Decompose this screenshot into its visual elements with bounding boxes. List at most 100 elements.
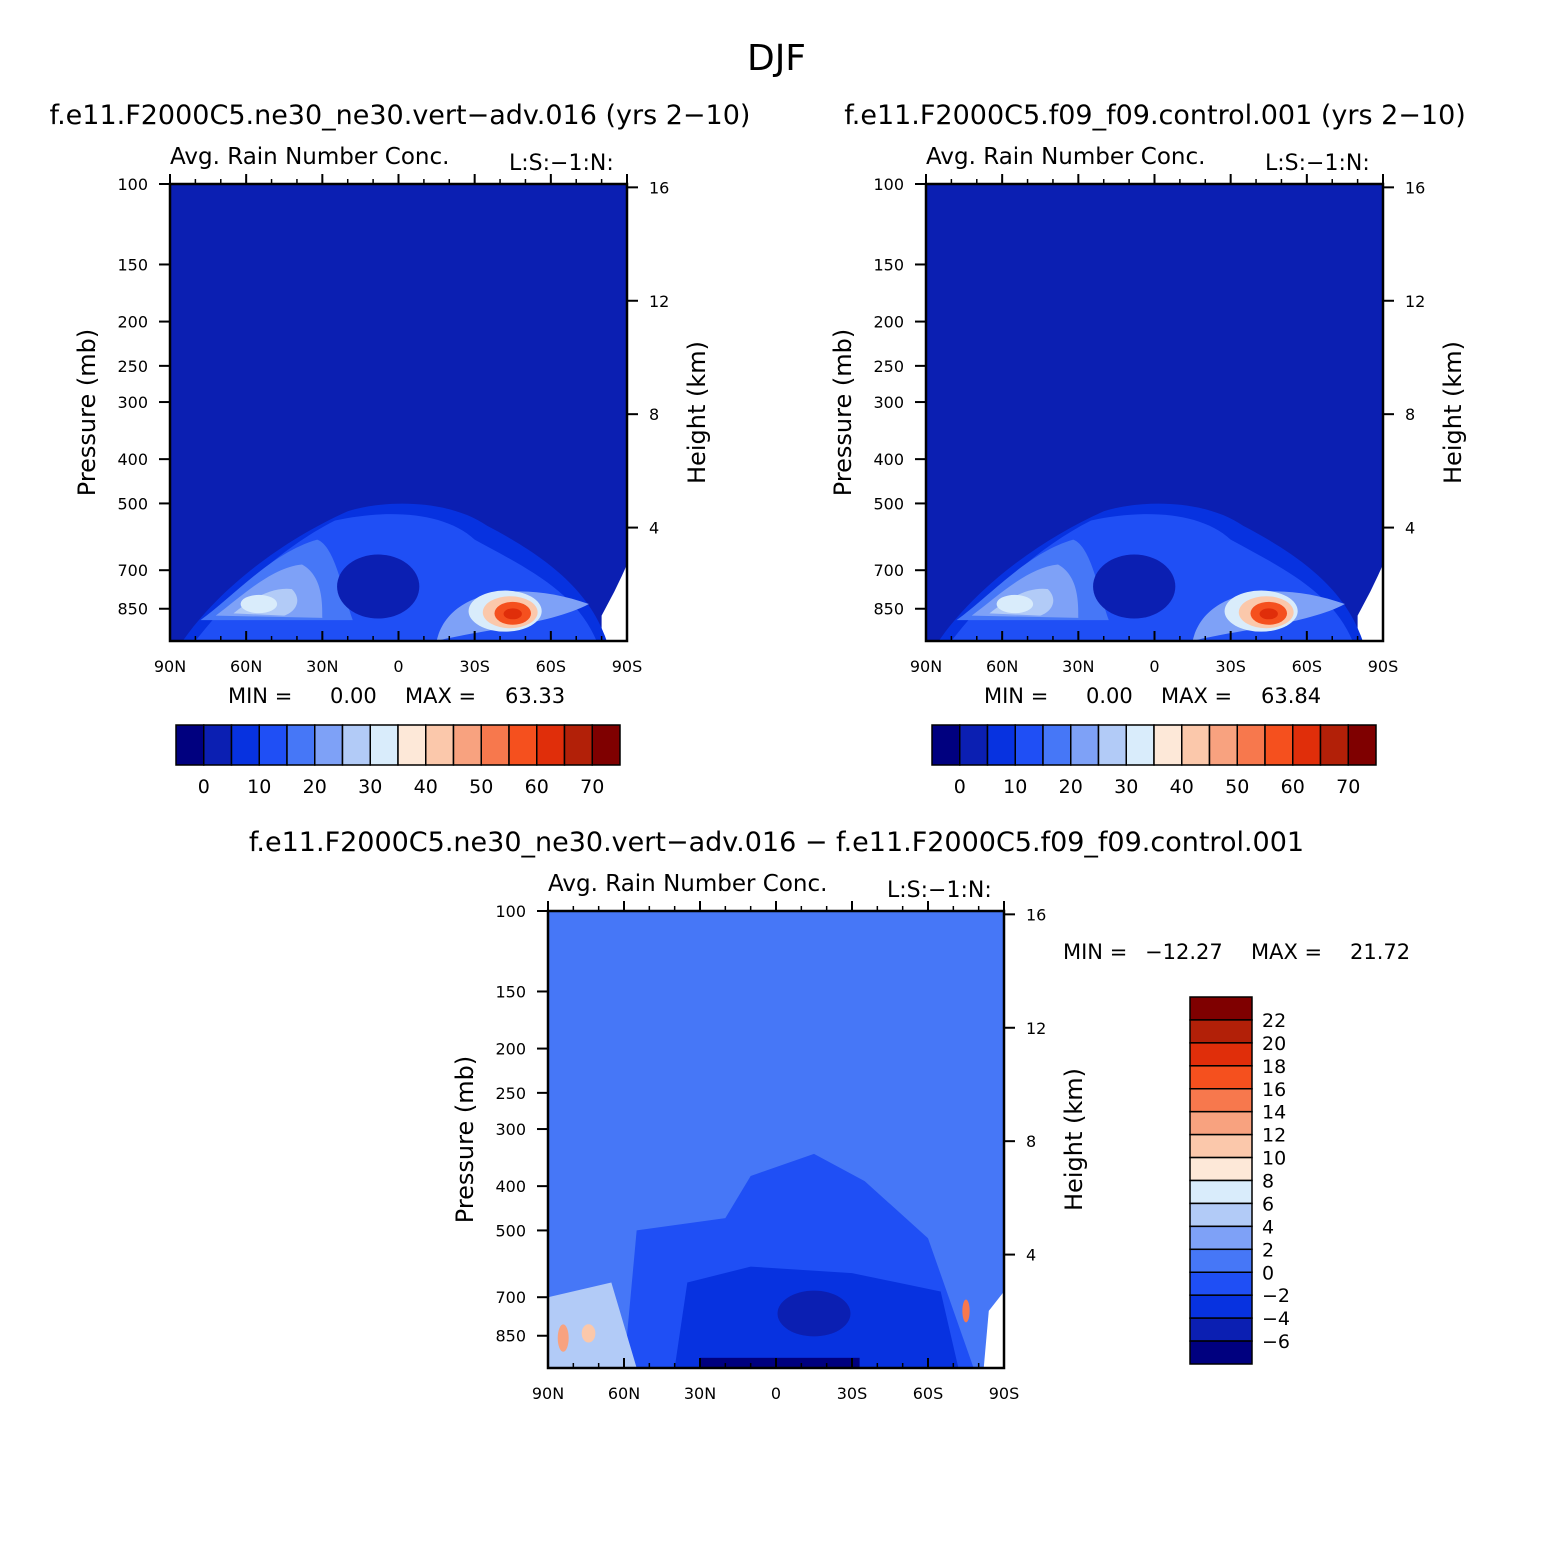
colorbar-label: −4 bbox=[1262, 1308, 1290, 1330]
panel-1-subtitle: Avg. Rain Number Conc. bbox=[170, 144, 450, 170]
colorbar-label: 14 bbox=[1262, 1102, 1286, 1124]
x-tick-label: 60N bbox=[608, 1384, 640, 1403]
colorbar-label: 20 bbox=[1262, 1033, 1286, 1055]
x-tick-label: 90N bbox=[154, 657, 186, 676]
colorbar-box bbox=[986, 724, 1016, 766]
colorbar-box bbox=[369, 724, 399, 766]
pressure-tick-label: 700 bbox=[117, 561, 148, 580]
colorbar-box bbox=[1319, 724, 1349, 766]
colorbar-label: 50 bbox=[1225, 776, 1249, 798]
x-tick-label: 90N bbox=[532, 1384, 564, 1403]
pressure-tick-label: 500 bbox=[117, 494, 148, 513]
panel-1-field bbox=[170, 184, 627, 641]
colorbar-box bbox=[1189, 1294, 1253, 1319]
pressure-tick-label: 250 bbox=[117, 357, 148, 376]
panel-2-subtitle: Avg. Rain Number Conc. bbox=[926, 144, 1206, 170]
pressure-tick-label: 300 bbox=[873, 393, 904, 412]
panel-3-min-value: −12.27 bbox=[1145, 940, 1223, 964]
colorbar-label: 40 bbox=[1170, 776, 1194, 798]
panel-2-min-value: 0.00 bbox=[1086, 684, 1133, 708]
contour-neg-8 bbox=[700, 1357, 860, 1368]
panel-2-field bbox=[926, 184, 1383, 641]
pressure-tick-label: 200 bbox=[117, 313, 148, 332]
colorbar-box bbox=[175, 724, 205, 766]
x-tick-label: 0 bbox=[1149, 657, 1159, 676]
pressure-tick-label: 150 bbox=[873, 255, 904, 274]
colorbar-box bbox=[1181, 724, 1211, 766]
colorbar-box bbox=[1189, 1088, 1253, 1113]
panel-1-case-title: f.e11.F2000C5.ne30_ne30.vert−adv.016 (yr… bbox=[49, 100, 751, 131]
colorbar-box bbox=[1070, 724, 1100, 766]
colorbar-box bbox=[591, 724, 621, 766]
pressure-tick-label: 700 bbox=[495, 1288, 526, 1307]
colorbar-box bbox=[959, 724, 989, 766]
colorbar-box bbox=[1189, 1271, 1253, 1296]
colorbar-box bbox=[452, 724, 482, 766]
height-tick-label: 16 bbox=[649, 178, 669, 197]
y-axis-title-right: Height (km) bbox=[1439, 341, 1467, 484]
missing-region bbox=[983, 1291, 1004, 1368]
colorbar-box bbox=[1189, 1340, 1253, 1365]
y-axis-title-left: Pressure (mb) bbox=[73, 329, 101, 496]
colorbar-label: 22 bbox=[1262, 1010, 1286, 1032]
y-axis-title-left: Pressure (mb) bbox=[451, 1056, 479, 1223]
colorbar-box bbox=[1292, 724, 1322, 766]
pressure-tick-label: 100 bbox=[495, 902, 526, 921]
colorbar-box bbox=[1189, 1065, 1253, 1090]
panel-2-case-title: f.e11.F2000C5.f09_f09.control.001 (yrs 2… bbox=[844, 100, 1466, 131]
colorbar-panel-1 bbox=[175, 724, 621, 766]
colorbar-box bbox=[1264, 724, 1294, 766]
colorbar-box bbox=[1042, 724, 1072, 766]
panel-2-min-label: MIN = bbox=[984, 684, 1049, 708]
colorbar-label: 2 bbox=[1262, 1239, 1274, 1261]
colorbar-box bbox=[1189, 1202, 1253, 1228]
panel-1-min-label: MIN = bbox=[228, 684, 293, 708]
panel-3-max-label: MAX = bbox=[1251, 940, 1323, 964]
colorbar-label: 16 bbox=[1262, 1079, 1286, 1101]
season-title: DJF bbox=[746, 38, 807, 79]
x-tick-label: 60N bbox=[230, 657, 262, 676]
pressure-tick-label: 400 bbox=[117, 450, 148, 469]
x-tick-label: 90S bbox=[612, 657, 643, 676]
x-tick-label: 0 bbox=[771, 1384, 781, 1403]
panel-3-subtitle: Avg. Rain Number Conc. bbox=[548, 871, 828, 897]
colorbar-label: 30 bbox=[1114, 776, 1138, 798]
pressure-tick-label: 700 bbox=[873, 561, 904, 580]
x-tick-label: 30S bbox=[837, 1384, 868, 1403]
pressure-tick-label: 100 bbox=[117, 175, 148, 194]
colorbar-box bbox=[1208, 724, 1238, 766]
colorbar-label: 6 bbox=[1262, 1193, 1274, 1215]
colorbar-label: 10 bbox=[1003, 776, 1027, 798]
pressure-tick-label: 850 bbox=[873, 600, 904, 619]
y-axis-title-left: Pressure (mb) bbox=[829, 329, 857, 496]
panel-3-corner-label: L:S:−1:N: bbox=[887, 878, 992, 903]
colorbar-label: 70 bbox=[1336, 776, 1360, 798]
contour-pos-max-2 bbox=[581, 1324, 596, 1343]
x-tick-label: 90S bbox=[989, 1384, 1020, 1403]
colorbar-label: 30 bbox=[358, 776, 382, 798]
contour-neg-6 bbox=[777, 1290, 851, 1337]
colorbar-label: 40 bbox=[414, 776, 438, 798]
contour-pos-nh bbox=[548, 1282, 637, 1368]
colorbar-label: 50 bbox=[469, 776, 493, 798]
y-axis-title-right: Height (km) bbox=[1060, 1068, 1088, 1211]
colorbar-box bbox=[1189, 1156, 1253, 1182]
colorbar-label: 20 bbox=[303, 776, 327, 798]
panel-3-max-value: 21.72 bbox=[1350, 940, 1411, 964]
contour-pos-max-1 bbox=[557, 1324, 569, 1352]
pressure-tick-label: 150 bbox=[495, 982, 526, 1001]
colorbar-label: 8 bbox=[1262, 1171, 1274, 1193]
contour-eq-min bbox=[337, 554, 420, 619]
colorbar-box bbox=[480, 724, 510, 766]
y-axis-title-right: Height (km) bbox=[683, 341, 711, 484]
colorbar-box bbox=[1189, 1019, 1253, 1044]
pressure-tick-label: 200 bbox=[873, 313, 904, 332]
contour-nh-35 bbox=[996, 594, 1034, 614]
colorbar-panel-3 bbox=[1189, 996, 1253, 1365]
height-tick-label: 12 bbox=[1026, 1019, 1046, 1038]
contour-pos-max-3 bbox=[962, 1299, 970, 1323]
panel-2-group bbox=[915, 174, 1394, 643]
pressure-tick-label: 300 bbox=[117, 393, 148, 412]
colorbar-label: −2 bbox=[1262, 1285, 1290, 1307]
colorbar-box bbox=[397, 724, 427, 766]
